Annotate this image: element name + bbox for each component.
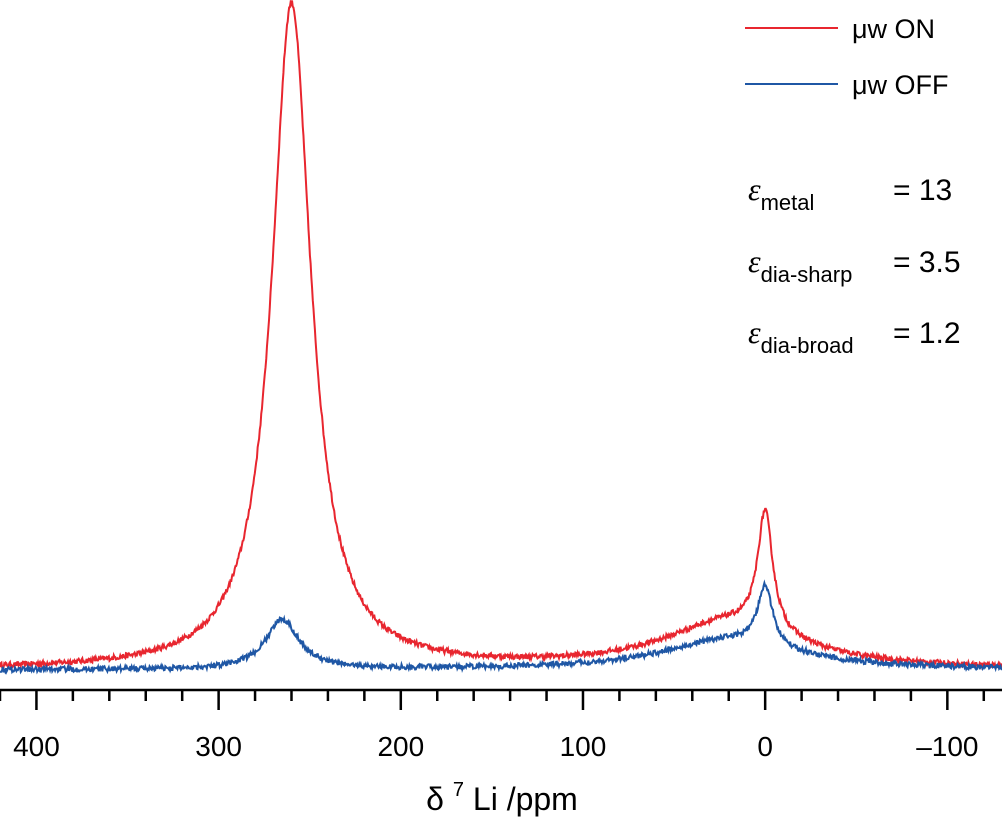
x-tick-label: 100 bbox=[560, 731, 607, 762]
legend-label-mw-on: μw ON bbox=[852, 14, 935, 44]
x-axis-ticks: 400 300 200 100 0 –100 bbox=[0, 690, 986, 762]
series-line-mw-on bbox=[0, 0, 1002, 671]
annotation-metal: εmetal bbox=[748, 171, 814, 215]
x-axis-title-nucleus: Li /ppm bbox=[473, 781, 578, 817]
enhancement-annotations: εmetal = 13 εdia-sharp = 3.5 εdia-broad … bbox=[748, 171, 961, 358]
x-axis-title-isotope: 7 bbox=[453, 779, 464, 801]
legend-label-mw-off: μw OFF bbox=[852, 70, 949, 100]
annotation-dia-broad-value: = 1.2 bbox=[893, 317, 961, 350]
x-tick-label: 300 bbox=[195, 731, 242, 762]
series-line-mw-off bbox=[0, 579, 1002, 675]
annotation-dia-sharp: εdia-sharp bbox=[748, 243, 852, 287]
legend: μw ON μw OFF bbox=[745, 14, 949, 100]
x-tick-label: –100 bbox=[916, 731, 978, 762]
x-tick-label: 200 bbox=[377, 731, 424, 762]
x-axis-title-symbol: δ bbox=[426, 781, 444, 817]
x-tick-label: 400 bbox=[13, 731, 60, 762]
annotation-dia-broad: εdia-broad bbox=[748, 314, 854, 358]
annotation-metal-value: = 13 bbox=[893, 174, 952, 207]
plot-area bbox=[0, 0, 1002, 675]
annotation-dia-sharp-value: = 3.5 bbox=[893, 246, 961, 279]
x-tick-label: 0 bbox=[757, 731, 773, 762]
x-axis-title: δ 7 Li /ppm bbox=[426, 767, 578, 817]
